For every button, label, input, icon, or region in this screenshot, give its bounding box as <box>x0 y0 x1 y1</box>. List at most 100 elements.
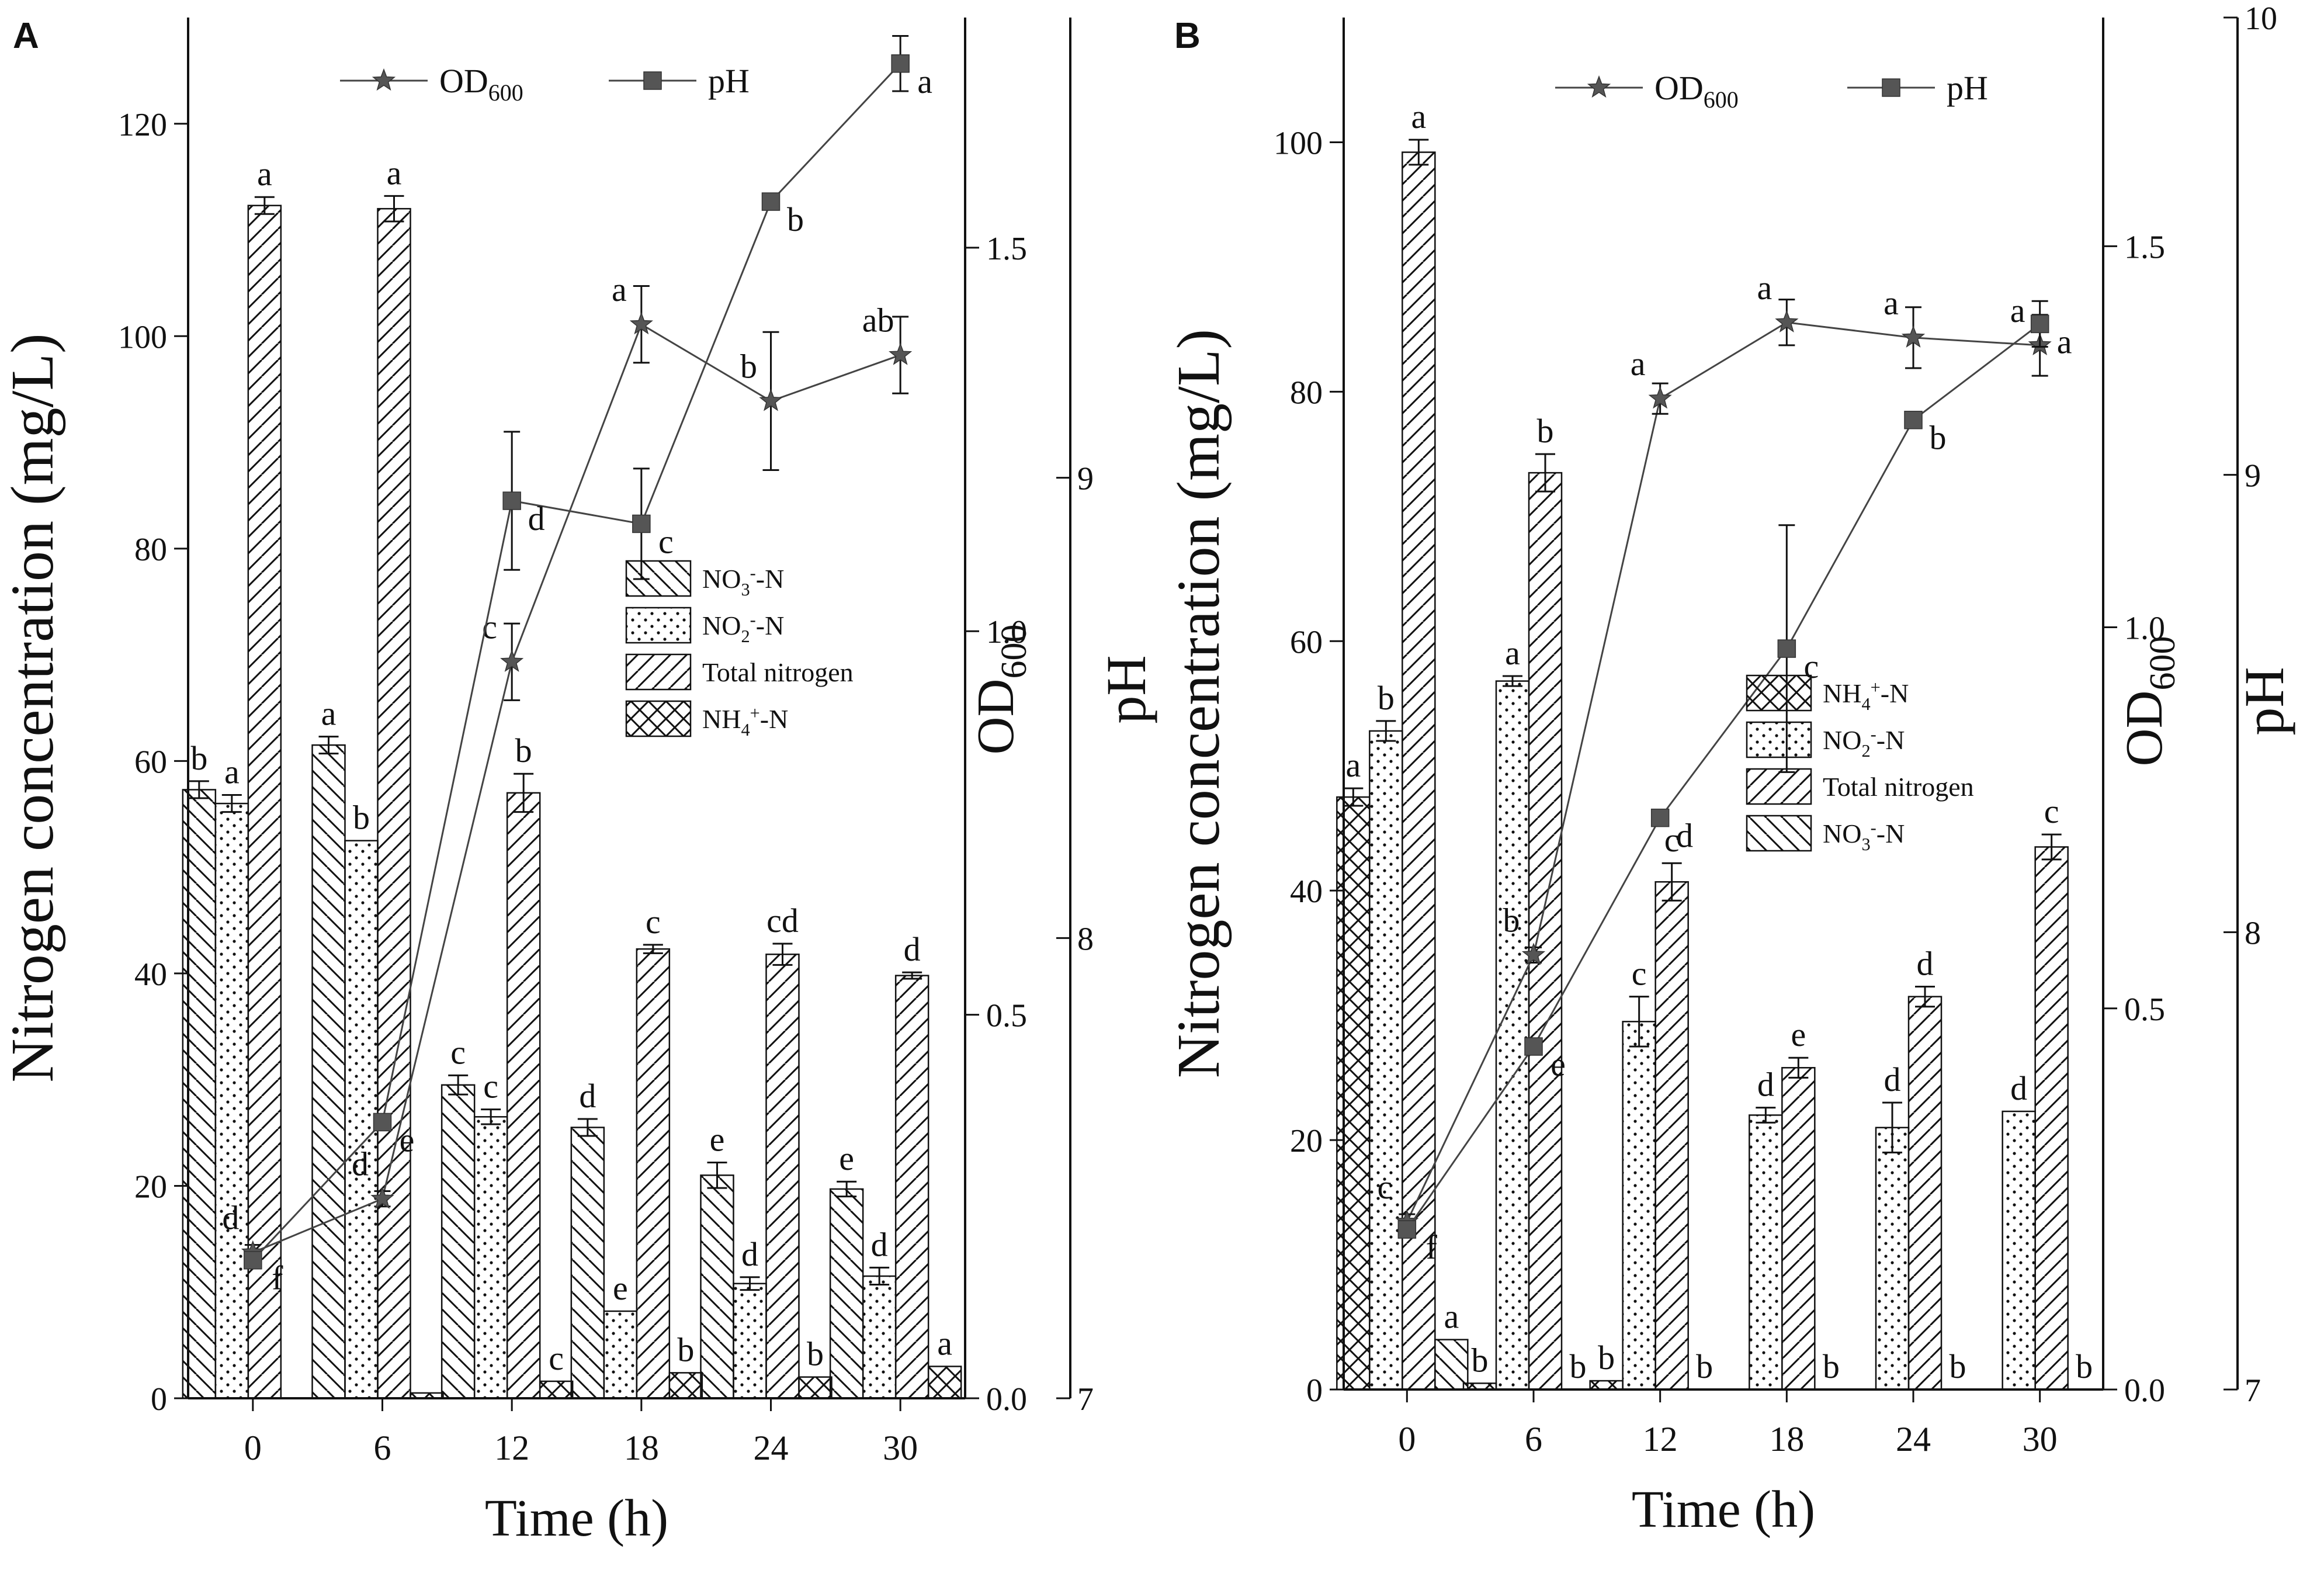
bar-dots-5 <box>2002 1110 2036 1391</box>
line-legend-marker-star <box>1587 75 1611 98</box>
bar-letter-fwd-0: a <box>257 155 272 193</box>
star-point-2 <box>500 649 524 672</box>
bar-letter-back-1: b <box>1570 1347 1587 1385</box>
bar-letter-cross-5: a <box>937 1324 952 1362</box>
star-letter-0: d <box>222 1199 239 1237</box>
square-letter-1: e <box>1551 1045 1566 1083</box>
y-tick-label-80: 80 <box>1290 375 1323 411</box>
bar-legend-label-cross-sub: 4 <box>1861 694 1870 714</box>
line-legend-marker-square <box>643 71 662 90</box>
bar-fwd-0 <box>247 205 282 1399</box>
y-tick-label-40: 40 <box>134 957 167 993</box>
square-letter-1: e <box>400 1121 415 1159</box>
square-letter-4: b <box>1930 419 1947 457</box>
bar-letter-dots-1: a <box>1505 634 1520 672</box>
bar-cross-2 <box>1589 1380 1624 1391</box>
square-letter-2: d <box>1676 817 1693 855</box>
bar-letter-fwd-2: c <box>1664 821 1680 859</box>
star-letter-5: a <box>2010 292 2025 330</box>
square-point-4 <box>1904 410 1923 429</box>
star-line <box>1406 321 2040 1222</box>
bar-dots-4 <box>1875 1127 1910 1391</box>
bar-legend-label-cross-sub: 4 <box>741 720 750 740</box>
bar-dots-0 <box>1369 730 1403 1391</box>
bar-fwd-1 <box>377 207 411 1399</box>
bar-legend-label-dots-sup: - <box>750 609 756 629</box>
y-axis-title: Nitrogen concentration (mg/L) <box>0 333 66 1082</box>
panel-label-b: B <box>1174 16 1201 56</box>
bar-legend-swatch-cross <box>625 700 692 737</box>
bar-fwd-5 <box>894 975 929 1399</box>
bar-dots-1 <box>1495 680 1530 1391</box>
x-tick-label-18: 18 <box>1769 1420 1804 1458</box>
bar-letter-dots-3: e <box>613 1269 628 1307</box>
bar-letter-cross-2: b <box>1598 1339 1615 1377</box>
bar-legend-label-back-main: NO <box>702 564 741 594</box>
star-letter-4: a <box>1884 284 1899 322</box>
bar-fwd-3 <box>1781 1067 1816 1391</box>
bar-legend-label-back-tail: -N <box>1876 819 1905 848</box>
bar-dots-1 <box>344 840 379 1399</box>
line-legend-label-main-star: OD <box>1654 69 1704 107</box>
x-tick-label-18: 18 <box>624 1429 659 1467</box>
bar-legend-label-back: NO3--N <box>702 563 784 600</box>
square-line <box>1406 323 2041 1230</box>
star-point-3 <box>629 311 653 335</box>
bar-letter-fwd-4: d <box>1917 945 1934 983</box>
bar-legend-label-dots-tail: -N <box>756 611 785 640</box>
bar-legend-swatch-fwd <box>625 653 692 691</box>
y-tick-label-120: 120 <box>118 107 167 143</box>
bar-letter-fwd-4: cd <box>766 902 799 940</box>
bar-letter-back-2: c <box>450 1033 466 1071</box>
line-legend-label-star: OD600 <box>439 62 523 106</box>
square-point-5 <box>891 54 910 73</box>
square-point-5 <box>2030 314 2049 334</box>
bar-legend-label-cross: NH4+-N <box>1823 677 1909 714</box>
x-tick-label-30: 30 <box>2023 1420 2058 1458</box>
star-line <box>252 323 901 1253</box>
bar-back-2 <box>440 1084 476 1399</box>
od600-axis-title-main: OD <box>2115 691 2173 767</box>
bar-fwd-3 <box>636 948 671 1399</box>
star-letter-2: c <box>482 608 497 646</box>
line-legend-label-sub-star: 600 <box>488 79 523 106</box>
ph-axis-title: pH <box>2233 667 2295 735</box>
bar-letter-dots-3: d <box>1757 1066 1774 1104</box>
bar-back-1 <box>311 744 346 1399</box>
star-letter-1: b <box>1503 901 1520 939</box>
bar-legend-label-dots-sub: 2 <box>1861 741 1870 761</box>
bar-back-5 <box>829 1188 864 1399</box>
bar-dots-3 <box>603 1310 638 1399</box>
square-letter-0: f <box>1426 1228 1438 1266</box>
bar-legend-swatch-back <box>1746 815 1812 852</box>
bar-dots-0 <box>214 802 249 1399</box>
bar-legend-label-cross-tail: -N <box>760 704 789 734</box>
y2-tick-label-0.0: 0.0 <box>986 1381 1027 1418</box>
star-letter-0: c <box>1377 1168 1392 1206</box>
square-point-0 <box>244 1250 262 1270</box>
bar-letter-back-5: b <box>2076 1347 2093 1385</box>
bar-fwd-2 <box>1654 881 1689 1391</box>
bar-back-4 <box>700 1174 734 1399</box>
bar-letter-back-4: b <box>1950 1347 1966 1385</box>
square-letter-5: a <box>2057 323 2072 361</box>
bar-letter-dots-2: c <box>483 1068 498 1106</box>
y3-tick-label-8: 8 <box>1077 921 1094 957</box>
bar-legend-label-fwd-main: Total nitrogen <box>702 657 854 687</box>
bar-letter-back-3: b <box>1823 1347 1840 1385</box>
square-point-2 <box>502 491 521 510</box>
bar-letter-fwd-2: b <box>515 732 532 770</box>
y2-tick-label-1.0: 1.0 <box>986 614 1027 650</box>
bar-fwd-1 <box>1528 472 1563 1391</box>
x-tick-label-6: 6 <box>1525 1420 1542 1458</box>
bar-legend-label-dots-tail: -N <box>1876 725 1905 755</box>
bar-legend-label-back-sup: - <box>750 563 756 583</box>
square-point-3 <box>1777 639 1796 658</box>
bar-letter-cross-0: a <box>1345 746 1361 784</box>
bar-legend-label-cross-tail: -N <box>1881 678 1909 708</box>
square-point-0 <box>1397 1220 1417 1239</box>
star-point-4 <box>1901 325 1926 348</box>
y-tick-label-80: 80 <box>134 532 167 568</box>
bar-legend-label-fwd-main: Total nitrogen <box>1823 772 1974 802</box>
